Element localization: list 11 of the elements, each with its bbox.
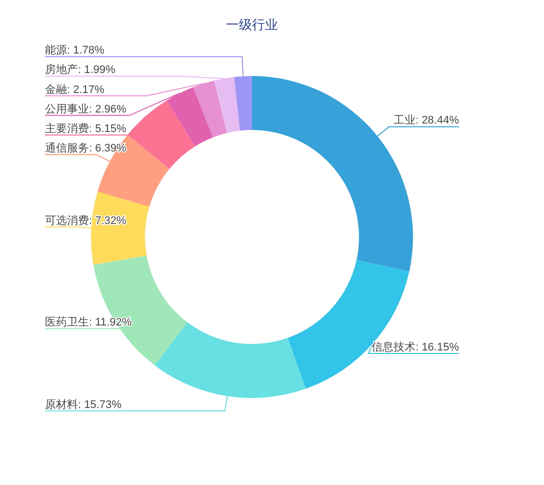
slice-label: 医药卫生: 11.92% [45, 316, 132, 329]
slice-label: 可选消费: 7.32% [45, 214, 127, 228]
slice-label: 能源: 1.78% [45, 44, 105, 57]
slice-label: 主要消费: 5.15% [45, 122, 127, 135]
slice-label: 金融: 2.17% [45, 84, 105, 96]
slice-label: 公用事业: 2.96% [45, 102, 127, 116]
slice-label: 信息技术: 16.15% [372, 340, 460, 354]
slice-label: 工业: 28.44% [394, 114, 460, 127]
slice-label: 原材料: 15.73% [45, 398, 122, 411]
slice-label: 房地产: 1.99% [45, 63, 116, 76]
chart-title: 一级行业 [225, 17, 279, 33]
